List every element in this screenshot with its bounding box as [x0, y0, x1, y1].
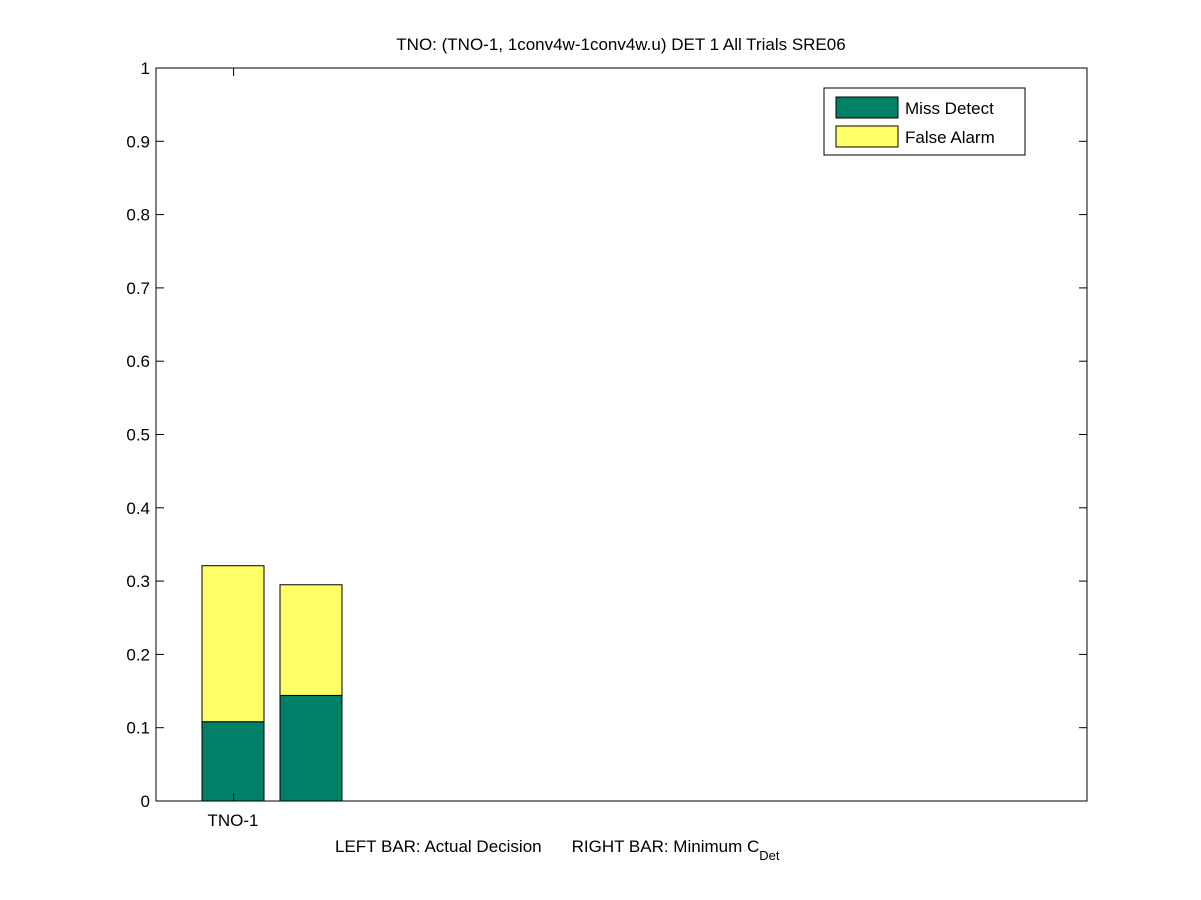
- bars: [201, 565, 343, 802]
- y-tick-label: 1: [141, 59, 150, 78]
- plot-frame: [155, 67, 1088, 802]
- chart-title: TNO: (TNO-1, 1conv4w-1conv4w.u) DET 1 Al…: [396, 35, 845, 54]
- y-tick-label: 0.8: [126, 206, 150, 225]
- x-tick-label: TNO-1: [208, 811, 259, 830]
- legend-label-miss-detect: Miss Detect: [905, 99, 994, 118]
- x-label-subscript: Det: [759, 848, 780, 863]
- y-tick-label: 0.9: [126, 132, 150, 151]
- legend-swatch-miss-detect: [835, 96, 899, 119]
- y-tick-label: 0: [141, 792, 150, 811]
- y-tick-label: 0.5: [126, 426, 150, 445]
- x-label-left: LEFT BAR: Actual Decision: [335, 837, 542, 856]
- y-tick-label: 0.3: [126, 572, 150, 591]
- y-tick-label: 0.6: [126, 352, 150, 371]
- x-label-right: RIGHT BAR: Minimum C: [572, 837, 760, 856]
- y-tick-label: 0.7: [126, 279, 150, 298]
- bar-miss-detect-minimum: [279, 694, 343, 802]
- y-tick-label: 0.4: [126, 499, 150, 518]
- legend: Miss Detect False Alarm: [823, 87, 1026, 156]
- legend-swatch-false-alarm: [835, 125, 899, 148]
- x-axis-label: LEFT BAR: Actual Decision RIGHT BAR: Mini…: [335, 837, 780, 863]
- bar-false-alarm-actual: [201, 565, 265, 723]
- x-axis: TNO-1: [208, 68, 259, 830]
- y-tick-label: 0.1: [126, 719, 150, 738]
- y-axis: 0 0.1 0.2 0.3 0.4 0.5 0.6 0.7 0.8 0.9 1: [126, 59, 1087, 811]
- legend-label-false-alarm: False Alarm: [905, 128, 995, 147]
- bar-false-alarm-minimum: [279, 584, 343, 696]
- y-tick-label: 0.2: [126, 645, 150, 664]
- bar-miss-detect-actual: [201, 721, 265, 802]
